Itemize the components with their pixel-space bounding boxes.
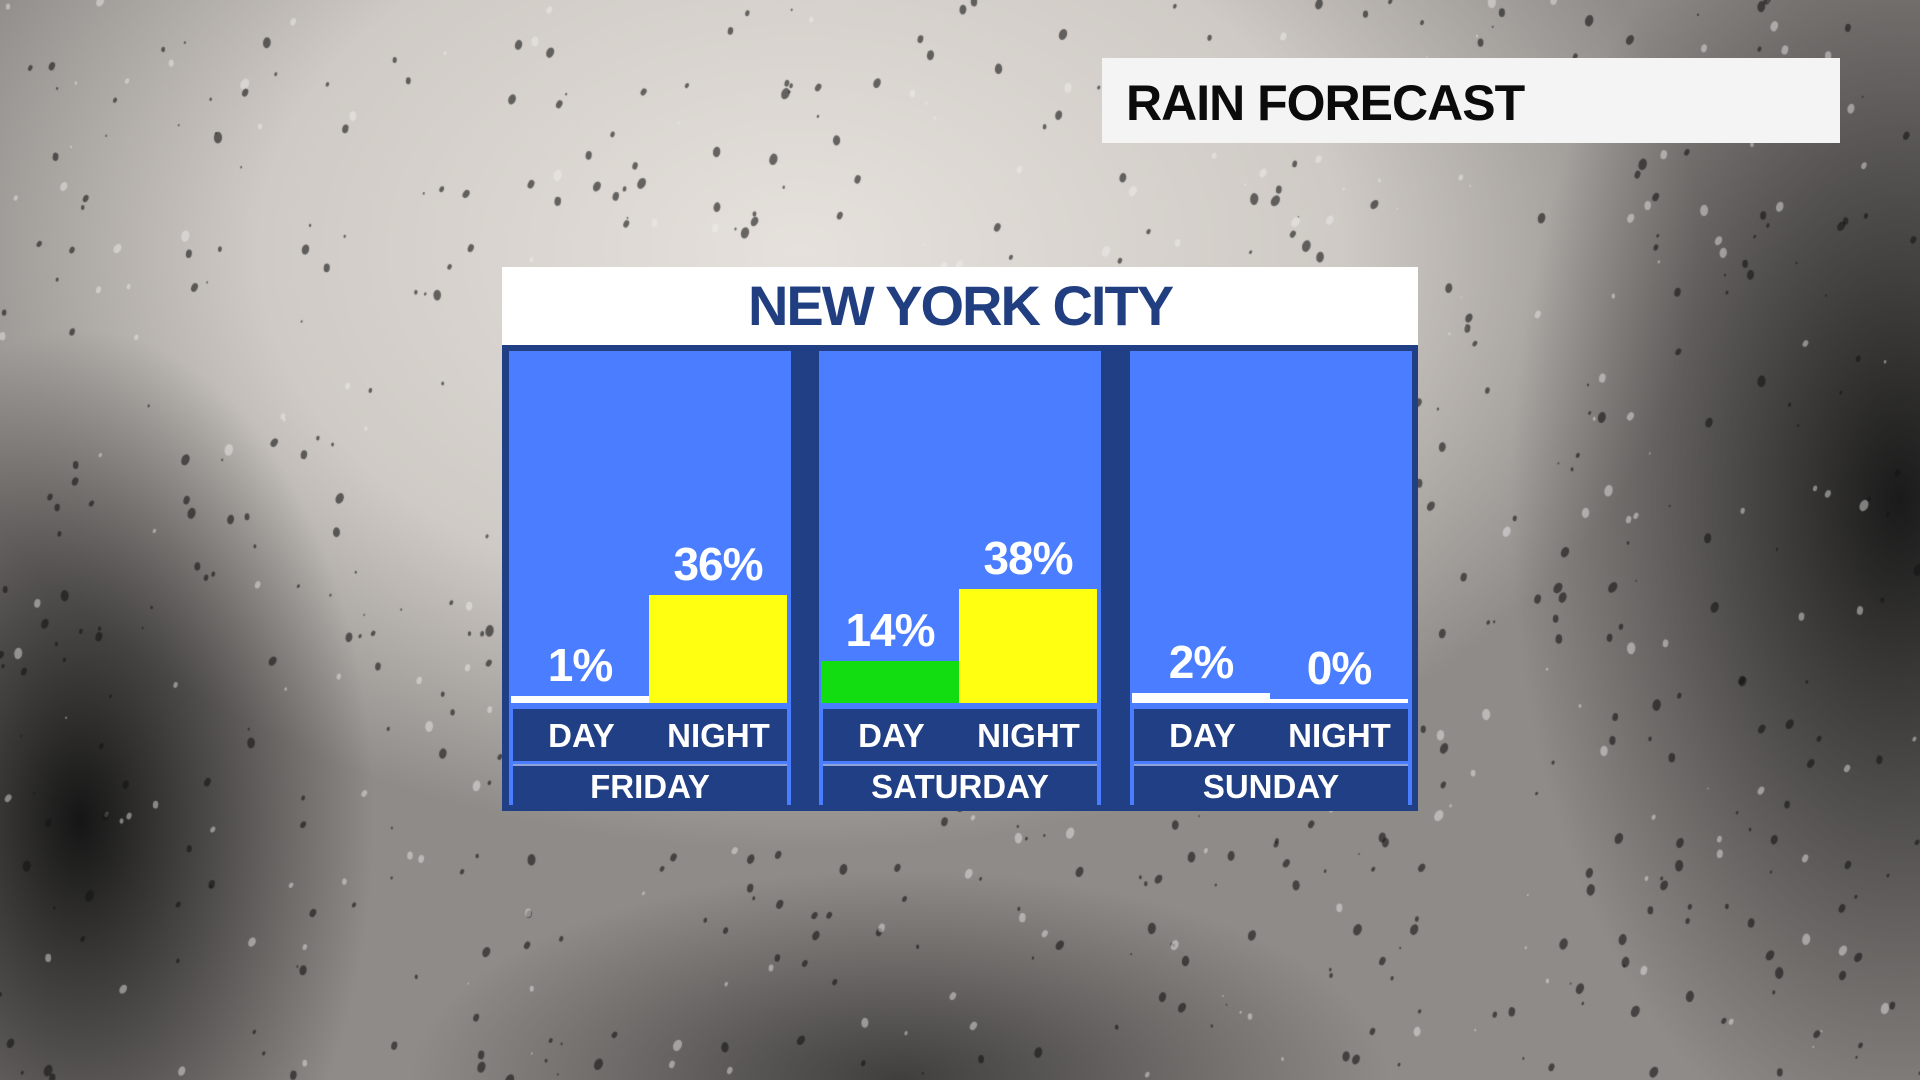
day-row: SUNDAY: [1134, 764, 1408, 808]
period-label-night: NIGHT: [977, 717, 1080, 754]
bar-sunday-day: [1132, 693, 1270, 703]
banner-title: RAIN FORECAST: [1126, 75, 1525, 131]
bar-saturday-day: [821, 661, 959, 703]
period-label-night: NIGHT: [1288, 717, 1391, 754]
period-row: DAY NIGHT: [513, 709, 787, 761]
data-label: 14%: [845, 604, 935, 656]
day-column-friday: 1% 36% DAY NIGHT FRIDAY: [509, 351, 791, 808]
data-label: 2%: [1168, 636, 1234, 688]
data-label: 36%: [673, 538, 763, 590]
bar-saturday-night: [959, 589, 1097, 703]
category-label: SATURDAY: [871, 768, 1049, 805]
rain-forecast-banner: RAIN FORECAST: [1102, 58, 1840, 143]
day-row: FRIDAY: [513, 764, 787, 808]
period-label-day: DAY: [858, 717, 925, 754]
city-title: NEW YORK CITY: [747, 274, 1174, 337]
data-label: 0%: [1306, 642, 1372, 694]
data-label: 38%: [983, 532, 1073, 584]
data-label: 1%: [547, 639, 613, 691]
day-row: SATURDAY: [823, 764, 1097, 808]
period-label-day: DAY: [548, 717, 615, 754]
period-label-night: NIGHT: [667, 717, 770, 754]
period-row: DAY NIGHT: [1134, 709, 1408, 761]
panel-title-bar: NEW YORK CITY: [502, 267, 1418, 345]
bar-friday-night: [649, 595, 787, 703]
bar-friday-day: [511, 696, 649, 703]
forecast-panel: NEW YORK CITY 1% 36% DAY NIGHT FRIDAY 14% 38% D…: [502, 267, 1418, 811]
category-label: FRIDAY: [590, 768, 710, 805]
period-row: DAY NIGHT: [823, 709, 1097, 761]
bar-sunday-night: [1270, 699, 1408, 703]
day-column-sunday: 2% 0% DAY NIGHT SUNDAY: [1130, 351, 1412, 808]
period-label-day: DAY: [1169, 717, 1236, 754]
day-column-saturday: 14% 38% DAY NIGHT SATURDAY: [819, 351, 1101, 808]
category-label: SUNDAY: [1202, 768, 1340, 805]
